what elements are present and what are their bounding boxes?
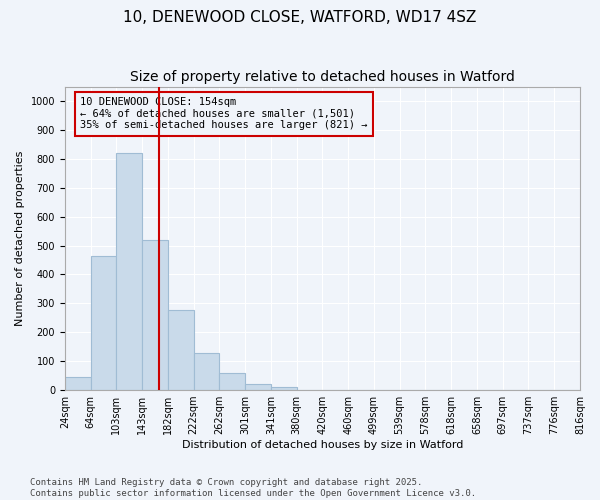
Title: Size of property relative to detached houses in Watford: Size of property relative to detached ho… <box>130 70 515 84</box>
Bar <box>194 354 220 390</box>
Bar <box>142 240 168 390</box>
Bar <box>271 387 296 390</box>
Text: 10, DENEWOOD CLOSE, WATFORD, WD17 4SZ: 10, DENEWOOD CLOSE, WATFORD, WD17 4SZ <box>124 10 476 25</box>
X-axis label: Distribution of detached houses by size in Watford: Distribution of detached houses by size … <box>182 440 463 450</box>
Bar <box>168 310 194 390</box>
Text: Contains HM Land Registry data © Crown copyright and database right 2025.
Contai: Contains HM Land Registry data © Crown c… <box>30 478 476 498</box>
Bar <box>245 384 271 390</box>
Bar <box>220 374 245 390</box>
Bar <box>91 256 116 390</box>
Y-axis label: Number of detached properties: Number of detached properties <box>15 150 25 326</box>
Bar <box>116 153 142 390</box>
Text: 10 DENEWOOD CLOSE: 154sqm
← 64% of detached houses are smaller (1,501)
35% of se: 10 DENEWOOD CLOSE: 154sqm ← 64% of detac… <box>80 97 368 130</box>
Bar <box>65 377 91 390</box>
